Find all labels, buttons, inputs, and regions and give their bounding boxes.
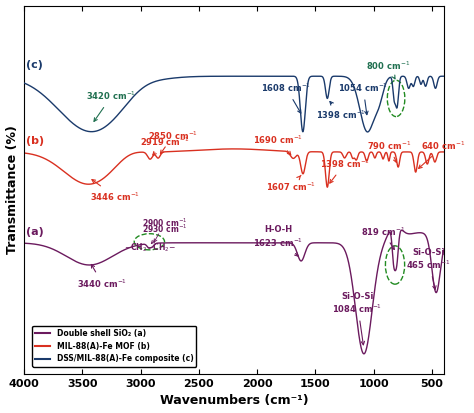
Text: H-O-H
1623 cm$^{-1}$: H-O-H 1623 cm$^{-1}$ [253,225,303,256]
Text: 1398 cm$^{-1}$: 1398 cm$^{-1}$ [319,158,370,183]
Text: Si-O-Si
465 cm$^{-1}$: Si-O-Si 465 cm$^{-1}$ [406,247,451,290]
Y-axis label: Transmittance (%): Transmittance (%) [6,126,18,254]
Text: $-$CH$_2$$-$CH$_2$$-$: $-$CH$_2$$-$CH$_2$$-$ [124,242,176,254]
Text: 1054 cm$^{-1}$: 1054 cm$^{-1}$ [338,82,388,115]
Text: 640 cm$^{-1}$: 640 cm$^{-1}$ [419,140,465,169]
Legend: Double shell SiO₂ (a), MIL-88(A)-Fe MOF (b), DSS/MIL-88(A)-Fe composite (c): Double shell SiO₂ (a), MIL-88(A)-Fe MOF … [32,326,196,366]
Text: 3420 cm$^{-1}$: 3420 cm$^{-1}$ [86,90,137,121]
Text: 2930 cm$^{-1}$: 2930 cm$^{-1}$ [142,222,188,244]
Text: 1607 cm$^{-1}$: 1607 cm$^{-1}$ [266,176,316,192]
Text: 1398 cm$^{-1}$: 1398 cm$^{-1}$ [316,102,366,121]
Text: 1690 cm$^{-1}$: 1690 cm$^{-1}$ [253,133,303,155]
Text: Si-O-Si
1084 cm$^{-1}$: Si-O-Si 1084 cm$^{-1}$ [332,292,383,345]
Text: 2850 cm$^{-1}$: 2850 cm$^{-1}$ [148,129,198,154]
X-axis label: Wavenumbers (cm⁻¹): Wavenumbers (cm⁻¹) [160,394,308,408]
Text: 3440 cm$^{-1}$: 3440 cm$^{-1}$ [77,264,127,290]
Text: 819 cm$^{-1}$: 819 cm$^{-1}$ [361,225,405,249]
Text: (b): (b) [27,136,45,146]
Text: (c): (c) [27,60,43,70]
Text: (a): (a) [27,227,44,237]
Text: 1608 cm$^{-1}$: 1608 cm$^{-1}$ [261,82,311,113]
Text: 800 cm$^{-1}$: 800 cm$^{-1}$ [365,60,410,79]
Text: 2900 cm$^{-1}$: 2900 cm$^{-1}$ [142,216,188,242]
Text: 3446 cm$^{-1}$: 3446 cm$^{-1}$ [90,180,140,203]
Text: 790 cm$^{-1}$: 790 cm$^{-1}$ [367,140,411,162]
Text: 2919 cm$^{-1}$: 2919 cm$^{-1}$ [140,135,190,155]
